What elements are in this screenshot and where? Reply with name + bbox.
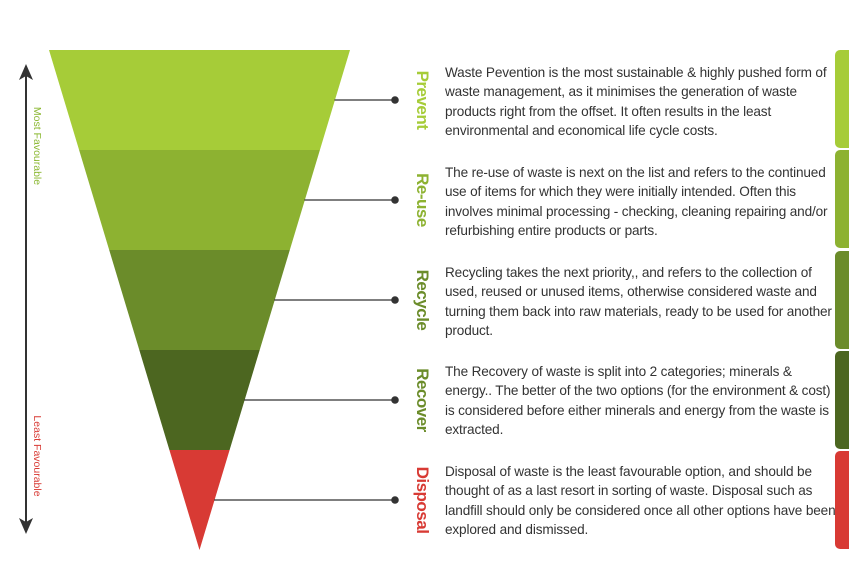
connector-dot-disposal [391, 496, 399, 504]
arrow-down-head [19, 518, 33, 534]
side-tab-re-use [835, 150, 849, 248]
tier-label-disposal: Disposal [413, 466, 432, 534]
arrow-up-head [19, 64, 33, 80]
connector-dot-recover [391, 396, 399, 404]
tier-label-prevent: Prevent [413, 70, 432, 130]
funnel-band-disposal [169, 450, 230, 550]
tier-label-re-use: Re-use [413, 173, 432, 227]
tier-label-recover: Recover [413, 368, 432, 432]
tier-description-disposal: Disposal of waste is the least favourabl… [445, 464, 836, 537]
tier-description-recover: The Recovery of waste is split into 2 ca… [445, 364, 831, 437]
favourability-arrow [19, 64, 33, 534]
least-favourable-label: Least Favourable [31, 415, 43, 497]
connector-dot-re-use [391, 196, 399, 204]
side-tab-prevent [835, 50, 849, 148]
connector-dot-prevent [391, 96, 399, 104]
side-tab-recycle [835, 251, 849, 349]
most-favourable-label: Most Favourable [31, 106, 43, 186]
side-tab-recover [835, 351, 849, 449]
connector-dot-recycle [391, 296, 399, 304]
funnel-band-prevent [49, 50, 350, 150]
tier-description-prevent: Waste Pevention is the most sustainable … [445, 65, 827, 138]
tier-description-re-use: The re-use of waste is next on the list … [445, 165, 828, 238]
funnel-band-re-use [79, 150, 320, 250]
side-tab-disposal [835, 451, 849, 549]
funnel-band-recycle [109, 250, 290, 350]
tier-description-recycle: Recycling takes the next priority,, and … [445, 265, 832, 338]
tier-label-recycle: Recycle [413, 269, 432, 331]
funnel-band-recover [139, 350, 260, 450]
